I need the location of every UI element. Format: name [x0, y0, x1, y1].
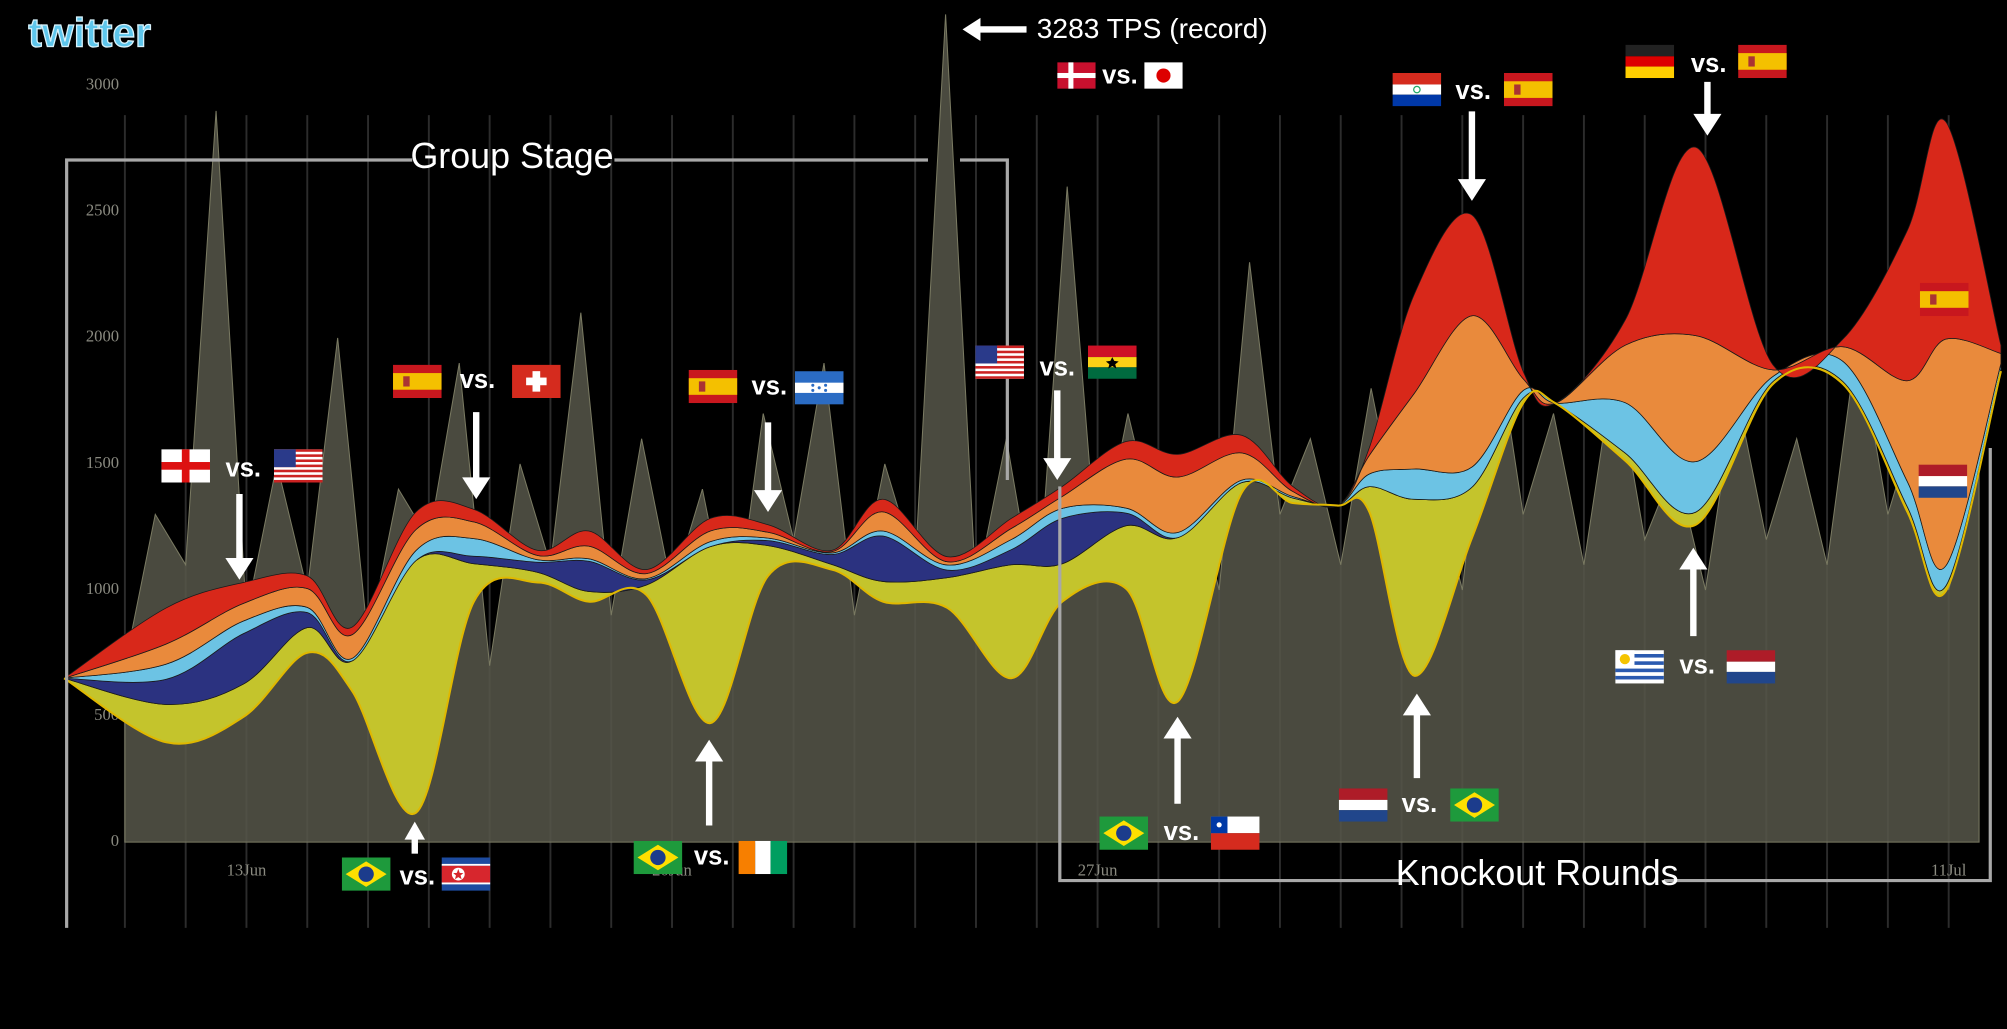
flag: [1615, 650, 1664, 684]
x-tick-label: 27Jun: [1078, 860, 1118, 879]
matchup: vs.: [1057, 62, 1183, 90]
arrowhead: [1043, 458, 1072, 480]
matchup: vs.: [1099, 716, 1260, 850]
flag: [633, 840, 683, 875]
flag: [1919, 282, 1969, 317]
flag: [794, 371, 844, 405]
versus-label: vs.: [1164, 818, 1200, 846]
matchup: vs.: [633, 739, 788, 875]
y-tick-label: 1500: [86, 453, 119, 472]
matchup: vs.: [975, 345, 1137, 480]
flag: [1144, 62, 1183, 89]
flag: [1338, 788, 1388, 822]
flag: [1918, 464, 1968, 498]
logo: twitter: [28, 10, 151, 56]
flag: [1210, 816, 1260, 850]
flag: [341, 857, 391, 891]
versus-label: vs.: [1102, 62, 1138, 90]
flag: [1726, 650, 1776, 684]
flag: [1503, 72, 1553, 107]
flag: [1450, 788, 1499, 822]
flag: [1099, 816, 1149, 850]
arrowhead: [1679, 547, 1708, 570]
matchup: vs.: [341, 821, 491, 891]
flag: [1625, 44, 1675, 79]
flag: [161, 449, 210, 483]
y-tick-label: 0: [111, 831, 119, 850]
matchup: vs.: [1338, 693, 1499, 822]
versus-label: vs.: [752, 373, 788, 401]
stream-baseline: [63, 366, 2002, 816]
group-stage-label: Group Stage: [410, 136, 613, 176]
arrowhead: [753, 490, 783, 512]
flag: [273, 449, 323, 483]
record-arrowhead: [962, 17, 981, 41]
arrowhead: [1457, 179, 1487, 201]
stream: [63, 118, 2002, 816]
arrowhead: [225, 558, 254, 580]
flag: [512, 364, 561, 399]
y-tick-label: 2500: [86, 201, 119, 220]
flag: [688, 369, 738, 404]
flag: [1087, 345, 1137, 379]
arrowhead: [1163, 716, 1192, 739]
flag: [975, 345, 1024, 379]
flag: [1392, 72, 1442, 107]
versus-label: vs.: [694, 842, 730, 870]
flag: [441, 857, 491, 891]
flag: [393, 364, 442, 399]
versus-label: vs.: [1455, 77, 1491, 105]
arrowhead: [695, 739, 724, 762]
versus-label: vs.: [400, 863, 436, 891]
matchup: vs.: [1615, 547, 1776, 684]
flag: [1738, 44, 1787, 79]
versus-label: vs.: [1402, 790, 1438, 818]
x-tick-label: 13Jun: [227, 860, 267, 879]
x-tick-label: 11Jul: [1931, 860, 1967, 879]
knockout-bracket: [1058, 447, 1992, 883]
versus-label: vs.: [1039, 353, 1075, 381]
matchup: vs.: [1392, 72, 1553, 201]
y-tick-label: 3000: [86, 75, 119, 94]
y-tick-label: 2000: [86, 327, 119, 346]
arrowhead: [1402, 693, 1431, 716]
matchup: vs.: [688, 369, 844, 512]
stream-layer: [63, 118, 2002, 679]
versus-label: vs.: [1691, 50, 1727, 78]
arrowhead: [1693, 113, 1722, 136]
arrowhead: [462, 477, 491, 500]
flag: [1057, 62, 1096, 89]
versus-label: vs.: [1679, 652, 1715, 680]
versus-label: vs.: [460, 366, 496, 394]
y-tick-label: 1000: [86, 579, 119, 598]
versus-label: vs.: [225, 454, 261, 482]
matchup: vs.: [393, 364, 561, 500]
arrowhead: [404, 821, 426, 840]
flag: [738, 840, 788, 875]
record-label: 3283 TPS (record): [1037, 13, 1268, 44]
matchup: vs.: [1625, 44, 1787, 136]
knockout-label: Knockout Rounds: [1396, 853, 1679, 893]
matchup: vs.: [161, 449, 323, 580]
